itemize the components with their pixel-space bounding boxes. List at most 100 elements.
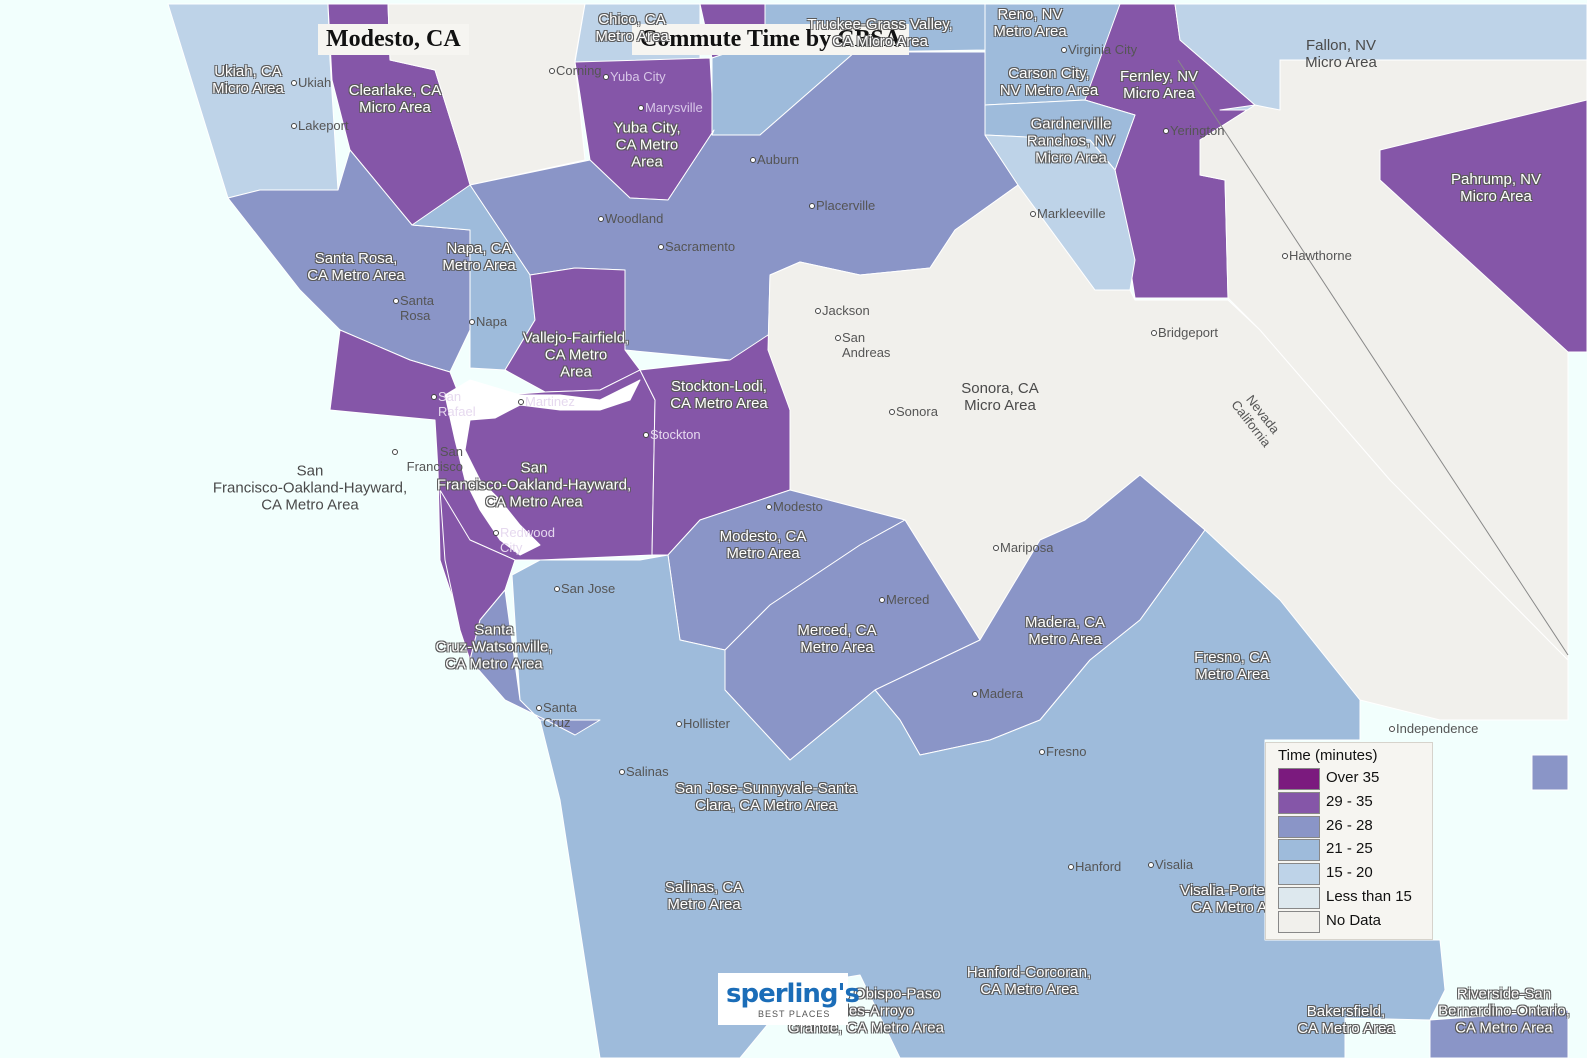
town-label: Bridgeport	[1158, 325, 1218, 340]
region-shape	[1531, 754, 1569, 791]
town-dot-icon	[291, 80, 297, 86]
town-label: Madera	[979, 686, 1024, 701]
legend-label: Over 35	[1326, 769, 1380, 786]
town-label: Sonora	[896, 404, 938, 419]
town-dot-icon	[603, 74, 609, 80]
region-shape	[469, 589, 601, 736]
town-marker: Independence	[1389, 721, 1479, 736]
town-dot-icon	[643, 432, 649, 438]
town-marker: Ukiah	[291, 75, 331, 90]
town-label: Corning	[556, 63, 602, 78]
sperlings-logo[interactable]: sperling's BEST PLACES	[718, 973, 860, 1025]
legend-label: 21 - 25	[1326, 840, 1373, 857]
town-label: Sacramento	[665, 239, 736, 254]
town-dot-icon	[1039, 749, 1045, 755]
state-line	[1177, 59, 1569, 656]
town-label: San Francisco	[406, 444, 463, 474]
town-dot-icon	[676, 721, 682, 727]
region-label: San Francisco-Oakland-Hayward, CA Metro Ar…	[436, 459, 632, 511]
town-marker: Merced	[879, 592, 930, 607]
region-label: Salinas, CA Metro Area	[664, 879, 744, 913]
town-label: Yuba City	[610, 69, 666, 84]
town-marker: Visalia	[1148, 857, 1193, 872]
legend-label: 15 - 20	[1326, 864, 1373, 881]
town-marker: Virginia City	[1061, 42, 1137, 57]
town-dot-icon	[879, 597, 885, 603]
town-label: Woodland	[605, 211, 664, 226]
town-marker: Sonora	[889, 404, 938, 419]
legend-swatch	[1278, 887, 1320, 909]
town-marker: Jackson	[815, 303, 870, 318]
town-dot-icon	[598, 216, 604, 222]
region-label: Madera, CA Metro Area	[1024, 614, 1106, 648]
town-dot-icon	[1151, 330, 1157, 336]
town-marker: San Andreas	[835, 330, 902, 360]
town-marker: Redwood City	[493, 525, 564, 555]
town-marker: Markleeville	[1030, 206, 1106, 221]
town-marker: Sacramento	[658, 239, 736, 254]
town-label: Hawthorne	[1289, 248, 1352, 263]
town-label: Hanford	[1075, 859, 1122, 874]
town-dot-icon	[469, 319, 475, 325]
region-label: Chico, CA Metro Area	[595, 11, 669, 45]
region-label: Santa Cruz-Watsonville, CA Metro Area	[435, 621, 553, 673]
legend-label: Less than 15	[1326, 888, 1412, 905]
region-label: Yuba City, CA Metro Area	[613, 119, 681, 171]
town-label: Independence	[1396, 721, 1479, 736]
town-dot-icon	[835, 335, 841, 341]
region-label: Bakersfield, CA Metro Area	[1297, 1003, 1395, 1037]
region-label: San Jose-Sunnyvale-Santa Clara, CA Metro …	[675, 780, 857, 814]
logo-tagline: BEST PLACES	[758, 1009, 831, 1019]
town-marker: Hanford	[1068, 859, 1122, 874]
region-label: Vallejo-Fairfield, CA Metro Area	[522, 329, 630, 381]
town-label: Placerville	[816, 198, 876, 213]
legend-swatch	[1278, 792, 1320, 814]
region-label: Modesto, CA Metro Area	[719, 528, 807, 562]
town-dot-icon	[889, 409, 895, 415]
town-label: San Andreas	[842, 330, 891, 360]
town-dot-icon	[750, 157, 756, 163]
town-label: Merced	[886, 592, 930, 607]
town-marker: Salinas	[619, 764, 669, 779]
town-dot-icon	[809, 203, 815, 209]
town-dot-icon	[1148, 862, 1154, 868]
legend-swatch	[1278, 839, 1320, 861]
town-marker: Hawthorne	[1282, 248, 1352, 263]
town-marker: Woodland	[598, 211, 664, 226]
town-dot-icon	[291, 123, 297, 129]
town-label: Salinas	[626, 764, 669, 779]
town-marker: Mariposa	[993, 540, 1054, 555]
town-marker: Santa Cruz	[536, 700, 583, 730]
region-label: Gardnerville Ranchos, NV Micro Area	[1026, 115, 1116, 167]
region-label: Truckee-Grass Valley, CA Micro Area	[807, 16, 953, 50]
region-shape	[1429, 1009, 1569, 1058]
town-label: Hollister	[683, 716, 730, 731]
town-label: Lakeport	[298, 118, 349, 133]
town-marker: Stockton	[643, 427, 701, 442]
town-dot-icon	[549, 68, 555, 74]
region-shape	[1379, 99, 1587, 353]
region-shape	[984, 134, 1136, 291]
legend-swatch	[1278, 911, 1320, 933]
town-label: Martinez	[525, 394, 575, 409]
region-label: Fallon, NV Micro Area	[1305, 37, 1377, 71]
town-dot-icon	[1068, 864, 1074, 870]
town-label: Mariposa	[1000, 540, 1054, 555]
town-dot-icon	[638, 105, 644, 111]
region-label: Merced, CA Metro Area	[797, 622, 877, 656]
town-label: Modesto	[773, 499, 823, 514]
legend-title: Time (minutes)	[1278, 747, 1378, 764]
legend-swatch	[1278, 816, 1320, 838]
town-marker: Corning	[549, 63, 602, 78]
legend-label: No Data	[1326, 912, 1382, 929]
town-label: San Jose	[561, 581, 616, 596]
town-dot-icon	[493, 530, 499, 536]
town-dot-icon	[1030, 211, 1036, 217]
region-label: Reno, NV Metro Area	[993, 6, 1067, 40]
town-marker: San Jose	[554, 581, 616, 596]
town-label: Markleeville	[1037, 206, 1106, 221]
town-dot-icon	[392, 449, 398, 455]
town-dot-icon	[619, 769, 625, 775]
legend-label: 26 - 28	[1326, 817, 1373, 834]
